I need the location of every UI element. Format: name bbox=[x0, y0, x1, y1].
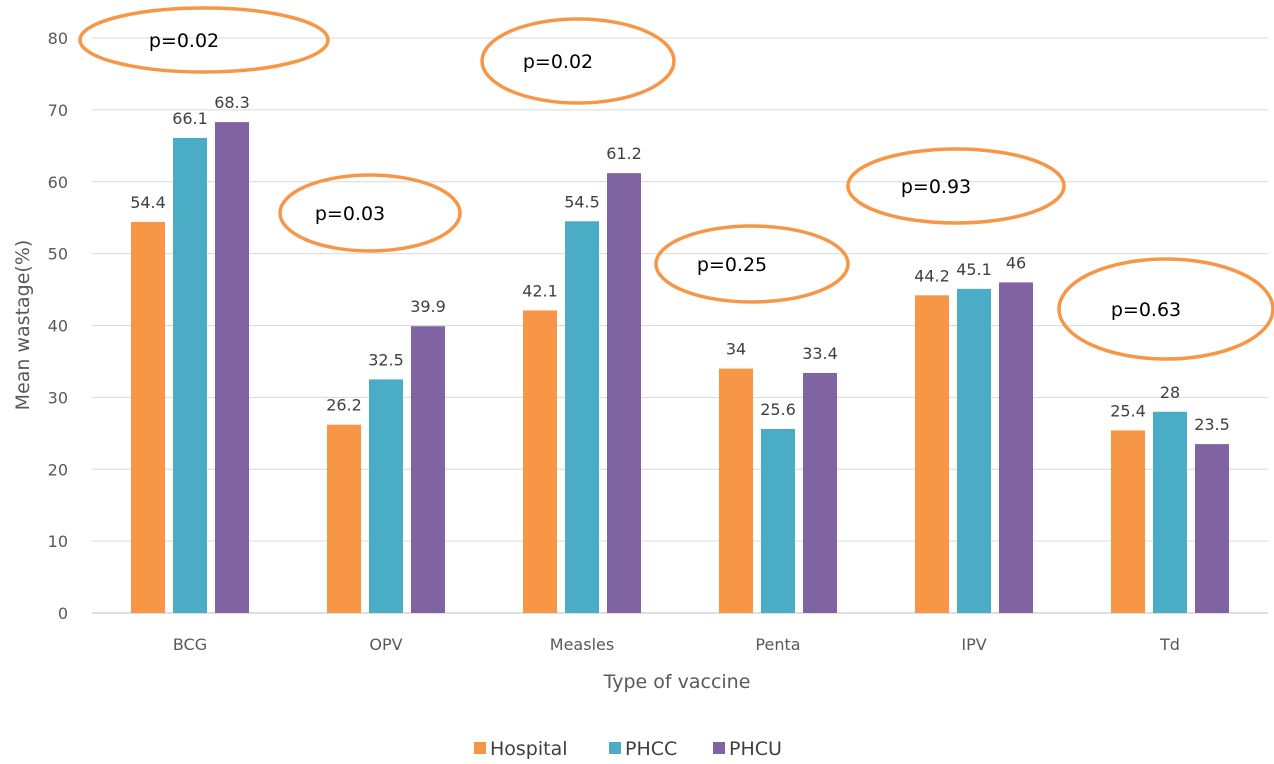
data-label: 44.2 bbox=[914, 266, 950, 285]
data-label: 28 bbox=[1160, 383, 1180, 402]
p-value-annotations: p=0.02 p=0.03 p=0.02 p=0.25 p=0.93 p=0.63 bbox=[78, 6, 1274, 361]
legend-label-phcu: PHCU bbox=[729, 738, 782, 760]
y-tick-label: 10 bbox=[48, 532, 68, 551]
data-labels: 54.4 66.1 68.3 26.2 32.5 39.9 42.1 54.5 61.2 34 25… bbox=[130, 93, 1230, 434]
data-label: 54.4 bbox=[130, 193, 166, 212]
y-tick-label: 30 bbox=[48, 388, 68, 407]
bar-hospital-td bbox=[1111, 430, 1145, 613]
x-tick-label: OPV bbox=[369, 635, 402, 654]
p-value-ellipse bbox=[846, 147, 1066, 225]
data-label: 23.5 bbox=[1194, 415, 1230, 434]
data-label: 42.1 bbox=[522, 281, 558, 300]
bar-phcu-td bbox=[1195, 444, 1229, 613]
p-value-text: p=0.25 bbox=[697, 254, 767, 276]
bar-hospital-ipv bbox=[915, 295, 949, 613]
bar-hospital-penta bbox=[719, 368, 753, 613]
p-value-text: p=0.02 bbox=[523, 51, 593, 73]
y-tick-label: 50 bbox=[48, 245, 68, 264]
y-tick-label: 0 bbox=[58, 604, 68, 623]
p-value-text: p=0.63 bbox=[1111, 299, 1181, 321]
y-tick-label: 40 bbox=[48, 317, 68, 336]
p-value-ellipse bbox=[78, 6, 330, 74]
p-value-text: p=0.02 bbox=[149, 30, 219, 52]
y-tick-label: 80 bbox=[48, 29, 68, 48]
p-value-ellipse bbox=[278, 173, 462, 253]
p-value-ellipse bbox=[1057, 257, 1274, 361]
bar-phcu-opv bbox=[411, 326, 445, 613]
x-tick-label: Penta bbox=[755, 635, 800, 654]
data-label: 32.5 bbox=[368, 350, 404, 369]
bar-phcc-opv bbox=[369, 379, 403, 613]
legend-swatch-phcu bbox=[713, 742, 725, 754]
legend-swatch-phcc bbox=[609, 742, 621, 754]
bar-phcc-penta bbox=[761, 429, 795, 613]
y-tick-label: 60 bbox=[48, 173, 68, 192]
y-tick-label: 20 bbox=[48, 460, 68, 479]
legend-label-phcc: PHCC bbox=[625, 738, 677, 760]
legend-label-hospital: Hospital bbox=[490, 738, 568, 760]
gridlines bbox=[92, 37, 1268, 614]
data-label: 45.1 bbox=[956, 260, 992, 279]
bar-phcu-measles bbox=[607, 173, 641, 613]
p-value-text: p=0.03 bbox=[315, 203, 385, 225]
data-label: 54.5 bbox=[564, 192, 600, 211]
bar-phcu-bcg bbox=[215, 122, 249, 613]
y-axis-title: Mean wastage(%) bbox=[12, 240, 34, 411]
legend: Hospital PHCC PHCU bbox=[474, 738, 782, 760]
x-tick-label: IPV bbox=[961, 635, 986, 654]
data-label: 25.6 bbox=[760, 400, 796, 419]
x-axis-title: Type of vaccine bbox=[603, 671, 751, 693]
legend-swatch-hospital bbox=[474, 742, 486, 754]
data-label: 25.4 bbox=[1110, 401, 1146, 420]
y-tick-label: 70 bbox=[48, 101, 68, 120]
data-label: 26.2 bbox=[326, 396, 362, 415]
p-value-text: p=0.93 bbox=[901, 176, 971, 198]
data-label: 61.2 bbox=[606, 144, 642, 163]
data-label: 34 bbox=[726, 340, 746, 359]
bar-phcu-penta bbox=[803, 372, 837, 613]
data-label: 46 bbox=[1006, 253, 1026, 272]
x-tick-label: Td bbox=[1159, 635, 1180, 654]
x-tick-label: Measles bbox=[550, 635, 614, 654]
y-axis-ticks: 0 10 20 30 40 50 60 70 80 bbox=[48, 29, 68, 623]
bar-phcc-ipv bbox=[957, 288, 991, 613]
data-label: 39.9 bbox=[410, 297, 446, 316]
bar-phcc-td bbox=[1153, 411, 1187, 613]
data-label: 68.3 bbox=[214, 93, 250, 112]
x-axis-ticks: BCG OPV Measles Penta IPV Td bbox=[173, 635, 1180, 654]
bar-phcc-measles bbox=[565, 221, 599, 613]
data-label: 33.4 bbox=[802, 344, 838, 363]
bar-hospital-opv bbox=[327, 424, 361, 613]
data-label: 66.1 bbox=[172, 109, 208, 128]
bar-phcu-ipv bbox=[999, 282, 1033, 613]
bar-phcc-bcg bbox=[173, 137, 207, 613]
x-tick-label: BCG bbox=[173, 635, 207, 654]
bar-hospital-measles bbox=[523, 310, 557, 613]
bars bbox=[131, 122, 1229, 613]
bar-hospital-bcg bbox=[131, 222, 165, 613]
p-value-ellipse bbox=[480, 17, 676, 105]
p-value-ellipse bbox=[654, 224, 850, 304]
